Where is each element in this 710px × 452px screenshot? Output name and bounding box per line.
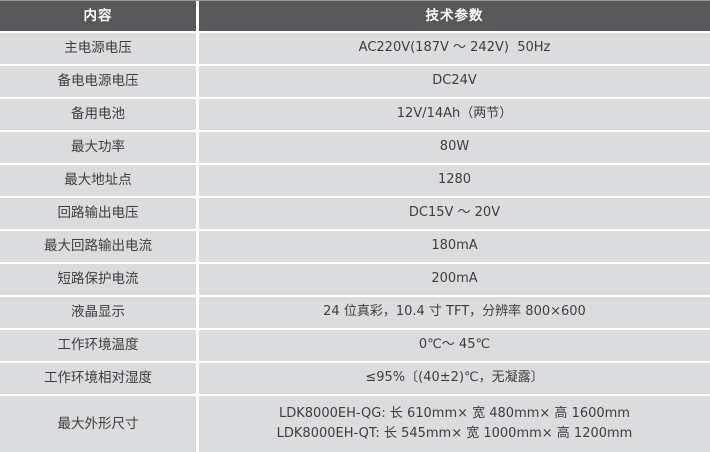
row-value: AC220V(187V ～ 242V) 50Hz: [199, 33, 710, 64]
row-value-line: LDK8000EH-QT: 长 545mm× 宽 1000mm× 高 1200m…: [276, 426, 633, 441]
row-label: 回路输出电压: [0, 198, 196, 229]
table-row: 短路保护电流 200mA: [0, 264, 710, 295]
row-label: 最大地址点: [0, 165, 196, 196]
row-value: 0℃～ 45℃: [199, 330, 710, 361]
row-value: LDK8000EH-QG: 长 610mm× 宽 480mm× 高 1600mm…: [199, 396, 710, 452]
row-label: 最大外形尺寸: [0, 396, 196, 452]
row-label: 主电源电压: [0, 33, 196, 64]
table-body: 主电源电压 AC220V(187V ～ 242V) 50Hz 备电电源电压 DC…: [0, 31, 710, 452]
row-value: 12V/14Ah（两节）: [199, 99, 710, 130]
row-value: 200mA: [199, 264, 710, 295]
table-row: 备用电池 12V/14Ah（两节）: [0, 99, 710, 130]
table-row: 最大回路输出电流 180mA: [0, 231, 710, 262]
row-value: DC24V: [199, 66, 710, 97]
header-cell-tech-params: 技术参数: [199, 1, 710, 31]
row-label: 备电电源电压: [0, 66, 196, 97]
row-label: 液晶显示: [0, 297, 196, 328]
table-header-row: 内容 技术参数: [0, 1, 710, 31]
table-row: 备电电源电压 DC24V: [0, 66, 710, 97]
table-row: 回路输出电压 DC15V ～ 20V: [0, 198, 710, 229]
row-value: DC15V ～ 20V: [199, 198, 710, 229]
table-row: 主电源电压 AC220V(187V ～ 242V) 50Hz: [0, 33, 710, 64]
row-label: 工作环境温度: [0, 330, 196, 361]
row-value-line: LDK8000EH-QG: 长 610mm× 宽 480mm× 高 1600mm: [279, 405, 630, 421]
table-row: 工作环境相对湿度 ≤95%〔(40±2)℃，无凝露〕: [0, 363, 710, 394]
table-row: 液晶显示 24 位真彩，10.4 寸 TFT，分辨率 800×600: [0, 297, 710, 328]
table-row: 最大功率 80W: [0, 132, 710, 163]
row-value: 1280: [199, 165, 710, 196]
table-row: 工作环境温度 0℃～ 45℃: [0, 330, 710, 361]
table-row: 最大外形尺寸 LDK8000EH-QG: 长 610mm× 宽 480mm× 高…: [0, 396, 710, 452]
table-row: 最大地址点 1280: [0, 165, 710, 196]
row-label: 短路保护电流: [0, 264, 196, 295]
row-label: 工作环境相对湿度: [0, 363, 196, 394]
header-cell-content: 内容: [0, 1, 196, 31]
row-value: 24 位真彩，10.4 寸 TFT，分辨率 800×600: [199, 297, 710, 328]
row-label: 最大回路输出电流: [0, 231, 196, 262]
row-value: ≤95%〔(40±2)℃，无凝露〕: [199, 363, 710, 394]
row-label: 最大功率: [0, 132, 196, 163]
row-value: 80W: [199, 132, 710, 163]
row-value: 180mA: [199, 231, 710, 262]
row-label: 备用电池: [0, 99, 196, 130]
